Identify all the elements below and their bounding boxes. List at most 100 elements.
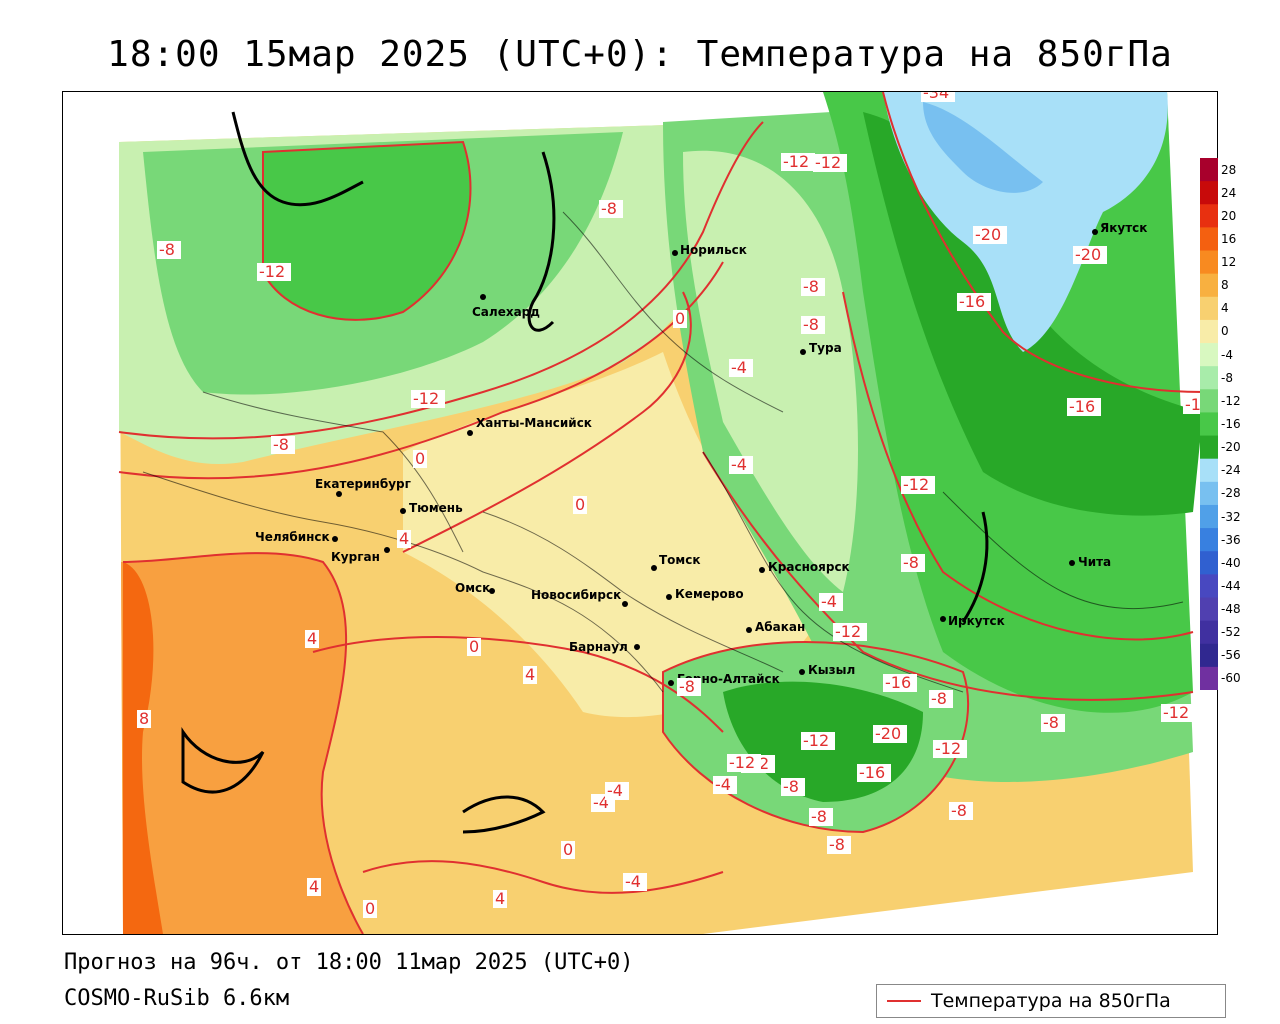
city-novosibirsk[interactable]: Новосибирск — [531, 588, 628, 607]
borders — [142, 211, 1184, 693]
contour-label: 4 — [525, 665, 535, 684]
contour-label: 4 — [495, 889, 505, 908]
contour-label: 0 — [575, 495, 585, 514]
colorbar-swatch — [1200, 481, 1218, 506]
city-omsk[interactable]: Омск — [455, 581, 495, 595]
svg-text:Салехард: Салехард — [472, 305, 540, 319]
svg-text:Абакан: Абакан — [755, 620, 805, 634]
colorbar-swatch — [1200, 227, 1218, 252]
contour-label-bg — [623, 873, 647, 891]
city-chelyabinsk[interactable]: Челябинск — [255, 530, 338, 544]
colorbar-tick-label: 0 — [1221, 324, 1229, 339]
contour-labels: -8-12-20-20-16-16-16-12-12-8-8-8-4-4000-… — [137, 92, 1217, 918]
contour-label: -8 — [829, 835, 845, 854]
contour-label-bg — [307, 878, 321, 896]
contour-label: -8 — [903, 553, 919, 572]
city-khanty-mansiysk[interactable]: Ханты-Мансийск — [467, 416, 592, 436]
svg-text:Челябинск: Челябинск — [255, 530, 330, 544]
contour-label: -20 — [875, 724, 901, 743]
contour-label-bg — [467, 638, 481, 656]
contour-label-bg — [1041, 714, 1065, 732]
city-abakan[interactable]: Абакан — [746, 620, 805, 634]
colorbar-swatch — [1200, 296, 1218, 321]
contour-label-bg — [801, 316, 825, 334]
city-tura[interactable]: Тура — [800, 341, 842, 355]
city-tomsk[interactable]: Томск — [651, 553, 701, 571]
colorbar-swatch — [1200, 366, 1218, 390]
svg-text:Чита: Чита — [1078, 555, 1111, 569]
contour-label: 4 — [399, 529, 409, 548]
contour-label-bg — [933, 740, 967, 758]
colorbar-tick-label: -28 — [1221, 486, 1241, 501]
contour-label: -16 — [859, 763, 885, 782]
colorbar — [1200, 158, 1218, 690]
colorbar-tick-label: 28 — [1221, 162, 1237, 177]
city-yakutsk[interactable]: Якутск — [1092, 221, 1147, 235]
contour-label-bg — [257, 263, 291, 281]
svg-text:Ханты-Мансийск: Ханты-Мансийск — [476, 416, 592, 430]
contour-label-bg — [929, 690, 953, 708]
city-krasnoyarsk[interactable]: Красноярск — [759, 560, 850, 574]
colorbar-swatch — [1200, 158, 1218, 182]
colorbar-swatch — [1200, 504, 1218, 529]
contour-label-bg — [673, 310, 687, 328]
contour-label: -4 — [593, 793, 609, 812]
colorbar-tick-label: -56 — [1221, 648, 1241, 663]
colorbar-tick-label: -4 — [1221, 347, 1233, 362]
city-chita[interactable]: Чита — [1069, 555, 1111, 569]
contour-label-bg — [809, 808, 833, 826]
contour-label: -12 — [803, 731, 829, 750]
svg-text:Барнаул: Барнаул — [569, 640, 628, 654]
colorbar-swatch — [1200, 620, 1218, 645]
contour-label: -12 — [903, 475, 929, 494]
svg-text:Якутск: Якутск — [1100, 221, 1147, 235]
contour-label: -4 — [731, 358, 747, 377]
contour-label-bg — [819, 593, 843, 611]
contour-label-bg — [949, 802, 973, 820]
map-area[interactable]: Норильск Салехард Якутск Тура Ханты-Манс… — [62, 91, 1218, 935]
city-kyzyl[interactable]: Кызыл — [799, 663, 855, 677]
city-kemerovo[interactable]: Кемерово — [666, 587, 744, 601]
isotherms — [118, 92, 1204, 934]
contour-label: -12 — [815, 153, 841, 172]
contour-label: -8 — [159, 240, 175, 259]
colorbar-swatch — [1200, 343, 1218, 367]
city-kurgan[interactable]: Курган — [331, 547, 390, 564]
contour-label: -4 — [715, 775, 731, 794]
contour-label-bg — [883, 674, 917, 692]
colorbar-swatch — [1200, 250, 1218, 275]
colorbar-swatch — [1200, 181, 1218, 205]
contour-label-bg — [305, 630, 319, 648]
contour-label-bg — [729, 456, 753, 474]
city-gorno-altaysk[interactable]: Горно-Алтайск — [668, 672, 780, 686]
city-barnaul[interactable]: Барнаул — [569, 640, 640, 654]
colorbar-tick-label: -44 — [1221, 578, 1241, 593]
zone-darkgreen-nw — [263, 142, 471, 320]
contour-label-bg — [957, 293, 991, 311]
city-ekaterinburg[interactable]: Екатеринбург — [315, 477, 411, 497]
contour-label: 8 — [139, 709, 149, 728]
colorbar-swatch — [1200, 597, 1218, 622]
city-irkutsk[interactable]: Иркутск — [940, 614, 1005, 628]
contour-label: 0 — [675, 309, 685, 328]
contour-label: -34 — [923, 92, 949, 102]
city-tyumen[interactable]: Тюмень — [400, 501, 463, 515]
svg-text:Норильск: Норильск — [680, 243, 747, 257]
contour-label-bg — [973, 226, 1007, 244]
contour-label-bg — [493, 890, 507, 908]
contour-label-bg — [1067, 398, 1101, 416]
colorbar-tick-label: 12 — [1221, 255, 1237, 270]
city-norilsk[interactable]: Норильск — [672, 243, 747, 257]
colorbar-tick-label: -24 — [1221, 463, 1241, 478]
contour-label: -8 — [951, 801, 967, 820]
contour-label: -12 — [1163, 703, 1189, 722]
contour-label: -12 — [259, 262, 285, 281]
city-salekhard[interactable]: Салехард — [472, 294, 540, 319]
colorbar-swatch — [1200, 435, 1218, 460]
contour-label-bg — [833, 623, 867, 641]
contour-label-bg — [901, 554, 925, 572]
contour-label: -16 — [959, 292, 985, 311]
contour-label: -8 — [273, 435, 289, 454]
colorbar-swatch — [1200, 574, 1218, 598]
forecast-info: Прогноз на 96ч. от 18:00 11мар 2025 (UTC… — [64, 950, 634, 975]
